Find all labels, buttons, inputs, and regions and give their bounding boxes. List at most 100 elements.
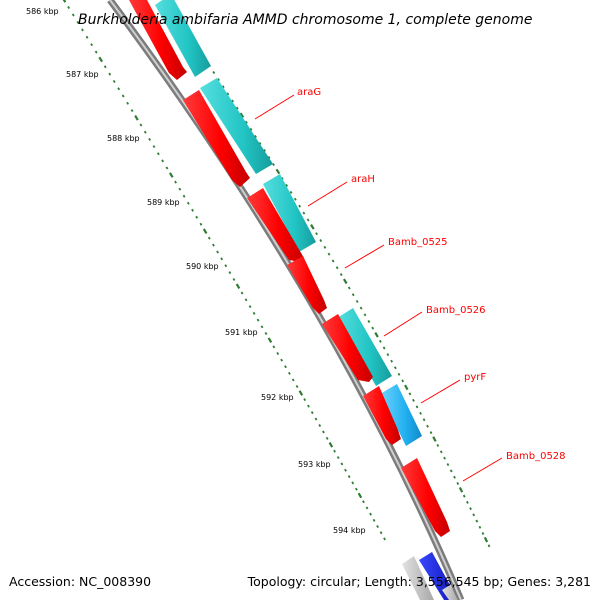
tick-label: 590 kbp [186, 262, 219, 271]
scale-tick-mark [446, 463, 450, 467]
blast-hit-feature [263, 174, 316, 252]
scale-tick-mark [372, 518, 376, 522]
scale-tick-mark [289, 190, 293, 194]
gene-labels: araG araH Bamb_0525 Bamb_0526 pyrF Bamb_… [297, 87, 566, 462]
scale-tick-mark [303, 398, 307, 402]
scale-tick-mark [443, 456, 446, 460]
scale-tick-mark [217, 78, 220, 82]
scale-tick-mark [369, 512, 372, 516]
scale-tick-mark [371, 326, 375, 330]
blast-hit-feature [402, 556, 434, 600]
scale-tick-mark [475, 519, 479, 523]
scale-tick-mark [94, 50, 98, 54]
scale-tick-mark [362, 500, 365, 504]
scale-tick-mark [284, 365, 287, 369]
blast-hit-feature [155, 0, 211, 77]
scale-tick-mark [231, 99, 234, 103]
scale-tick-mark [478, 525, 482, 529]
cds-feature [322, 314, 373, 382]
scale-tick-mark [365, 506, 369, 510]
scale-tick-mark [306, 218, 310, 222]
scale-tick-mark [272, 163, 275, 167]
scale-tick-mark [62, 0, 67, 3]
scale-tick-mark [216, 250, 219, 254]
scale-tick-mark [258, 141, 262, 145]
scale-tick-mark [207, 236, 211, 240]
scale-tick-mark [340, 462, 344, 466]
scale-tick-mark [156, 152, 160, 156]
scale-tick-mark [376, 525, 379, 529]
tick-label: 592 kbp [261, 393, 294, 402]
tick-label: 587 kbp [66, 70, 99, 79]
scale-tick-mark [178, 187, 182, 191]
scale-tick-mark [239, 112, 245, 119]
tick-label: 588 kbp [107, 134, 140, 143]
scale-tick-labels: 586 kbp 587 kbp 588 kbp 589 kbp 590 kbp … [26, 7, 366, 535]
scale-tick-mark [432, 436, 437, 442]
scale-tick-mark [220, 257, 224, 261]
scale-tick-mark [310, 224, 315, 230]
scale-tick-mark [351, 293, 355, 297]
tick-label: 589 kbp [147, 198, 180, 207]
leader-line [462, 457, 503, 482]
scale-tick-mark [331, 259, 335, 263]
scale-tick-mark [235, 106, 239, 110]
scale-tick-mark [386, 353, 390, 357]
scale-tick-mark [245, 120, 248, 124]
scale-tick-mark [319, 239, 323, 243]
scale-tick-mark [481, 532, 485, 535]
scale-tick-mark [302, 211, 306, 215]
cds-feature [401, 458, 450, 537]
scale-tick-mark [298, 204, 302, 208]
cds-feature [129, 0, 187, 80]
scale-tick-mark [174, 180, 177, 184]
scale-tick-mark [378, 339, 382, 343]
scale-tick-mark [342, 278, 348, 285]
scale-tick-mark [165, 166, 169, 170]
scale-tick-mark [426, 424, 429, 428]
scale-tick-mark [260, 325, 264, 329]
cds-feature [363, 386, 401, 445]
scale-tick-mark [339, 273, 343, 277]
scale-tick-mark [191, 208, 194, 212]
scale-tick-mark [112, 79, 116, 83]
blast-hit-feature [337, 308, 392, 386]
leader-line [344, 244, 385, 269]
scale-tick-mark [212, 70, 216, 74]
scale-tick-mark [226, 92, 230, 96]
scale-tick-mark [161, 159, 165, 163]
scale-tick-mark [85, 35, 89, 39]
gene-label-bamb-0525: Bamb_0525 [388, 237, 448, 248]
scale-tick-mark [328, 441, 334, 448]
scale-tick-mark [357, 492, 363, 499]
scale-tick-mark [117, 87, 121, 91]
scale-tick-mark [307, 404, 310, 408]
scale-tick-mark [252, 311, 256, 315]
scale-tick-mark [466, 500, 469, 504]
leader-line [307, 181, 348, 207]
scale-tick-mark [98, 56, 104, 63]
scale-tick-mark [168, 172, 174, 178]
scale-tick-mark [344, 468, 347, 472]
scale-tick-mark [419, 411, 422, 415]
scale-tick-mark [71, 13, 75, 17]
scale-tick-mark [81, 28, 84, 32]
map-title: Burkholderia ambifaria AMMD chromosome 1… [78, 12, 532, 28]
scale-tick-mark [275, 168, 281, 175]
scale-tick-mark [103, 65, 107, 69]
scale-tick-mark [256, 318, 260, 322]
scale-tick-mark [429, 431, 433, 435]
scale-tick-mark [412, 398, 415, 402]
scale-tick-mark [422, 418, 426, 422]
scale-tick-mark [363, 313, 367, 317]
scale-tick-mark [143, 130, 147, 134]
scale-tick-mark [224, 264, 228, 268]
scale-tick-mark [228, 271, 232, 275]
scale-tick-mark [469, 507, 472, 511]
scale-tick-mark [393, 366, 397, 370]
blast-hit-feature [380, 384, 422, 446]
scale-tick-mark [293, 197, 297, 201]
scale-tick-mark [280, 358, 284, 362]
scale-tick-mark [336, 456, 340, 460]
scale-tick-mark [390, 359, 393, 363]
